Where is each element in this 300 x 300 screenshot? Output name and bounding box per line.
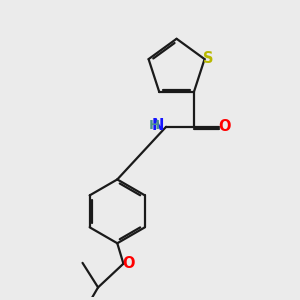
Text: S: S (203, 51, 214, 66)
Text: O: O (218, 119, 231, 134)
Text: H: H (148, 119, 160, 132)
Text: O: O (122, 256, 135, 271)
Text: N: N (152, 118, 164, 133)
